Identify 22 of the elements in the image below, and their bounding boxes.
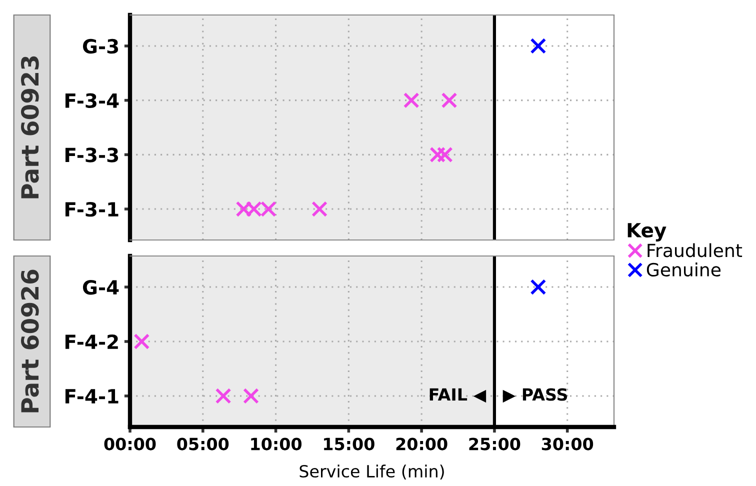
x-tick-label: 25:00 bbox=[469, 438, 520, 450]
x-tick-label: 15:00 bbox=[324, 438, 374, 450]
y-tick-label: G-3 bbox=[82, 38, 118, 54]
text: Part 60926 bbox=[20, 270, 39, 412]
annotation: ▶ PASS bbox=[502, 388, 568, 403]
legend-title: Key bbox=[628, 223, 666, 242]
y-tick-label: F-3-4 bbox=[65, 93, 119, 108]
x-tick-label: 05:00 bbox=[177, 438, 229, 450]
y-tick-label: F-3-3 bbox=[65, 148, 118, 162]
legend-label: Fraudulent bbox=[648, 243, 742, 258]
x-tick-label: 20:00 bbox=[396, 438, 448, 450]
legend-label: Genuine bbox=[646, 262, 721, 277]
annotation: FAIL ◀ bbox=[430, 388, 486, 403]
y-tick-label: F-3-1 bbox=[65, 202, 118, 217]
y-tick-label: G-4 bbox=[82, 280, 119, 295]
x-tick-label: 00:00 bbox=[104, 438, 156, 450]
text: Part 60923 bbox=[20, 56, 39, 198]
x-tick-label: 10:00 bbox=[251, 438, 302, 450]
y-tick-label: F-4-2 bbox=[65, 334, 118, 349]
x-tick-label: 30:00 bbox=[542, 438, 594, 450]
x-axis-title: Service Life (min) bbox=[300, 464, 444, 480]
y-tick-label: F-4-1 bbox=[65, 389, 118, 404]
